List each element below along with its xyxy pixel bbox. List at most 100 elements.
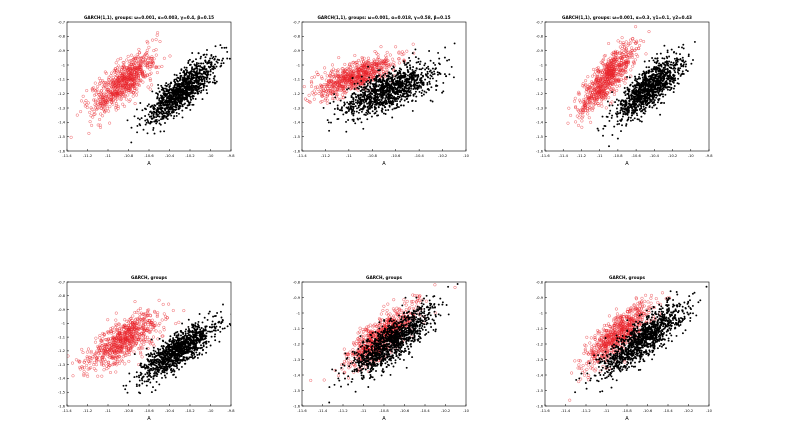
data-point: [167, 95, 169, 97]
data-point: [367, 57, 370, 60]
data-point: [217, 62, 219, 64]
y-tick-label: -1.3: [58, 106, 65, 110]
data-point: [432, 73, 434, 75]
data-point: [174, 84, 176, 86]
data-point: [117, 59, 120, 62]
data-point: [97, 124, 100, 127]
data-point: [211, 57, 213, 59]
data-point: [359, 102, 361, 104]
data-point: [625, 94, 627, 96]
data-point: [134, 102, 137, 105]
data-point: [174, 109, 176, 111]
data-point: [115, 62, 118, 65]
y-tick-label: -1.1: [58, 78, 65, 82]
data-point: [432, 68, 434, 70]
data-point: [416, 82, 418, 84]
data-point: [653, 59, 655, 61]
data-point: [182, 105, 184, 107]
data-point: [385, 113, 387, 115]
data-point: [607, 96, 610, 99]
data-point: [414, 48, 416, 50]
data-point: [180, 86, 182, 88]
data-point: [184, 79, 186, 81]
data-point: [351, 96, 353, 98]
data-point: [310, 80, 313, 83]
data-point: [419, 63, 421, 65]
data-point: [188, 89, 190, 91]
data-point: [173, 88, 175, 90]
data-point: [351, 110, 353, 112]
data-point: [569, 114, 572, 117]
data-point: [348, 106, 350, 108]
data-point: [388, 97, 390, 99]
data-point: [169, 83, 171, 85]
data-point: [376, 75, 378, 77]
data-point: [125, 98, 128, 101]
data-point: [368, 108, 370, 110]
data-point: [198, 65, 200, 67]
data-point: [197, 92, 199, 94]
data-point: [153, 121, 155, 123]
x-axis-label: A: [147, 161, 151, 167]
data-point: [317, 73, 320, 76]
data-point: [191, 104, 193, 106]
data-point: [202, 69, 204, 71]
data-point: [172, 101, 174, 103]
data-point: [177, 77, 179, 79]
data-point: [354, 83, 356, 85]
data-point: [425, 91, 427, 93]
data-point: [367, 113, 369, 115]
data-point: [374, 50, 377, 53]
data-point: [406, 50, 409, 53]
data-point: [442, 82, 444, 84]
data-point: [208, 62, 210, 64]
data-point: [155, 116, 157, 118]
data-point: [386, 51, 389, 54]
data-point: [410, 81, 412, 83]
data-point: [377, 99, 379, 101]
data-point: [370, 96, 372, 98]
data-point: [609, 110, 611, 112]
data-point: [160, 108, 162, 110]
data-point: [209, 74, 211, 76]
data-point: [136, 108, 138, 110]
data-point: [368, 77, 370, 79]
data-point: [651, 107, 653, 109]
data-point: [430, 70, 432, 72]
data-point: [166, 89, 168, 91]
data-point: [164, 110, 166, 112]
data-point: [611, 101, 614, 104]
data-point: [361, 86, 363, 88]
data-point: [415, 80, 417, 82]
data-point: [406, 98, 408, 100]
data-point: [192, 86, 194, 88]
data-point: [127, 55, 130, 58]
data-point: [619, 74, 622, 77]
data-point: [365, 100, 367, 102]
data-point: [379, 95, 381, 97]
data-point: [409, 67, 411, 69]
data-point: [206, 63, 208, 65]
data-point: [186, 67, 188, 69]
data-point: [212, 81, 214, 83]
data-point: [164, 88, 166, 90]
y-tick-label: -1.1: [293, 78, 300, 82]
data-point: [396, 100, 398, 102]
data-point: [419, 79, 421, 81]
data-point: [181, 110, 183, 112]
data-point: [371, 93, 373, 95]
data-point: [577, 91, 580, 94]
data-point: [366, 81, 368, 83]
data-point: [110, 72, 113, 75]
data-point: [415, 56, 417, 58]
data-point: [371, 116, 373, 118]
data-point: [584, 79, 587, 82]
series-2: [597, 41, 696, 147]
data-point: [187, 62, 189, 64]
data-point: [346, 67, 349, 70]
data-point: [199, 84, 201, 86]
data-point: [177, 80, 179, 82]
data-point: [375, 52, 378, 55]
data-point: [387, 78, 389, 80]
data-point: [381, 110, 383, 112]
